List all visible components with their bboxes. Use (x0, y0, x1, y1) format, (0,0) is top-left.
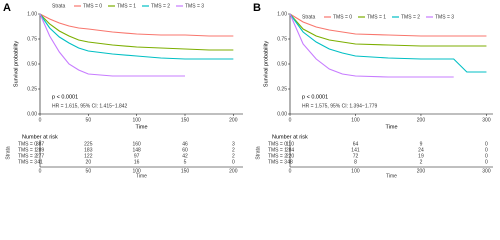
legend-label: TMS = 2 (151, 3, 170, 9)
risk-row-label: TMS = 2 (18, 153, 37, 159)
legend-label: TMS = 0 (83, 3, 102, 9)
survival-curve (289, 13, 487, 73)
risk-x-label: Time (136, 173, 147, 178)
risk-count: 72 (353, 153, 359, 159)
risk-count: 20 (86, 159, 92, 165)
risk-count: 64 (353, 141, 359, 147)
x-tick-label: 100 (132, 117, 141, 123)
x-tick-label: 300 (482, 117, 491, 123)
survival-curve (39, 13, 234, 51)
x-axis-label: Time (385, 124, 397, 130)
annotation: HR = 1.615, 95% CI: 1.415−1.842 (52, 103, 128, 109)
y-tick-label: 0.25 (277, 86, 287, 92)
risk-count: 0 (485, 159, 488, 165)
risk-count: 19 (418, 153, 424, 159)
risk-count: 183 (84, 147, 93, 153)
risk-table-title: Number at risk (22, 134, 58, 140)
legend-title: Strata (302, 14, 316, 20)
risk-count: 42 (182, 153, 188, 159)
risk-count: 97 (134, 153, 140, 159)
risk-count: 46 (182, 141, 188, 147)
risk-count: 3 (232, 141, 235, 147)
risk-count: 0 (232, 159, 235, 165)
x-tick-label: 50 (86, 117, 92, 123)
x-tick-label: 200 (229, 117, 238, 123)
legend-label: TMS = 1 (117, 3, 136, 9)
risk-table-ylabel: Strata (255, 146, 261, 160)
panel-label: B (253, 2, 261, 14)
survival-curve (39, 13, 185, 77)
risk-count: 9 (420, 141, 423, 147)
legend-label: TMS = 3 (185, 3, 204, 9)
risk-x-tick-label: 100 (132, 168, 141, 174)
risk-count: 5 (184, 159, 187, 165)
risk-count: 148 (132, 147, 141, 153)
risk-count: 141 (351, 147, 360, 153)
risk-count: 160 (132, 141, 141, 147)
y-tick-label: 0.75 (27, 36, 37, 42)
risk-count: 0 (485, 147, 488, 153)
risk-count: 16 (134, 159, 140, 165)
risk-count: 8 (354, 159, 357, 165)
risk-count: 24 (418, 147, 424, 153)
legend-label: TMS = 2 (401, 14, 420, 20)
annotation: p < 0.0001 (302, 94, 328, 100)
risk-row-label: TMS = 3 (268, 159, 287, 165)
legend-label: TMS = 1 (367, 14, 386, 20)
survival-curve (39, 13, 234, 37)
survival-curve (289, 13, 487, 47)
risk-x-tick-label: 50 (86, 168, 92, 174)
y-tick-label: 0.00 (277, 111, 287, 117)
risk-x-tick-label: 150 (181, 168, 190, 174)
figure: A Strata TMS = 0 TMS = 1 TMS = 2 TMS = 30.000… (3, 2, 493, 178)
x-axis-label: Time (135, 124, 147, 130)
y-axis-label: Survival probability (13, 41, 19, 87)
risk-count: 0 (485, 153, 488, 159)
risk-row-label: TMS = 1 (268, 147, 287, 153)
x-tick-label: 150 (181, 117, 190, 123)
x-tick-label: 0 (39, 117, 42, 123)
survival-curve (39, 13, 234, 60)
risk-row-label: TMS = 0 (268, 141, 287, 147)
legend-label: TMS = 0 (333, 14, 352, 20)
annotation: HR = 1.575, 95% CI: 1.394−1.779 (302, 103, 378, 109)
x-tick-label: 100 (351, 117, 360, 123)
risk-x-label: Time (386, 173, 397, 178)
risk-count: 122 (84, 153, 93, 159)
y-axis-label: Survival probability (263, 41, 269, 87)
y-tick-label: 0.25 (27, 86, 37, 92)
risk-count: 225 (84, 141, 93, 147)
legend-title: Strata (52, 3, 66, 9)
risk-row-label: TMS = 0 (18, 141, 37, 147)
survival-curve (289, 13, 454, 78)
risk-x-tick-label: 300 (482, 168, 491, 174)
risk-count: 60 (182, 147, 188, 153)
risk-table-ylabel: Strata (5, 146, 11, 160)
risk-count: 2 (232, 147, 235, 153)
risk-row-label: TMS = 2 (268, 153, 287, 159)
x-tick-label: 0 (289, 117, 292, 123)
risk-count: 0 (485, 141, 488, 147)
risk-row-label: TMS = 3 (18, 159, 37, 165)
risk-x-tick-label: 100 (351, 168, 360, 174)
y-tick-label: 0.00 (27, 111, 37, 117)
annotation: p < 0.0001 (52, 94, 78, 100)
panel-label: A (3, 2, 11, 14)
y-tick-label: 1.00 (277, 11, 287, 17)
y-tick-label: 1.00 (27, 11, 37, 17)
risk-x-tick-label: 0 (289, 168, 292, 174)
risk-table-title: Number at risk (272, 134, 308, 140)
y-tick-label: 0.50 (277, 61, 287, 67)
survival-curve (289, 13, 487, 37)
risk-x-tick-label: 200 (229, 168, 238, 174)
y-tick-label: 0.50 (27, 61, 37, 67)
legend-label: TMS = 3 (435, 14, 454, 20)
risk-count: 2 (420, 159, 423, 165)
risk-x-tick-label: 200 (417, 168, 426, 174)
risk-count: 2 (232, 153, 235, 159)
x-tick-label: 200 (417, 117, 426, 123)
y-tick-label: 0.75 (277, 36, 287, 42)
risk-row-label: TMS = 1 (18, 147, 37, 153)
risk-x-tick-label: 0 (39, 168, 42, 174)
